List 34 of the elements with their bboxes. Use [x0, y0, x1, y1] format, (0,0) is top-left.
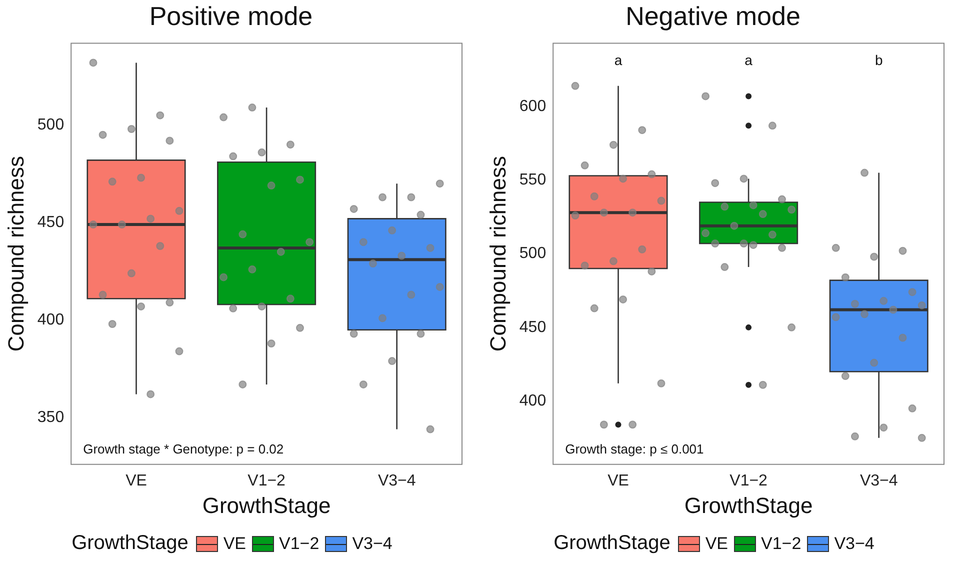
category-label: V3−4 — [352, 534, 392, 552]
y-tick-label: 400 — [519, 392, 546, 410]
chart-title: Negative mode — [626, 0, 800, 31]
category-label: V1−2 — [279, 534, 320, 552]
annotation: Growth stage: p ≤ 0.001 — [565, 441, 704, 456]
category-label: V3−4 — [834, 534, 874, 552]
y-tick-label: 600 — [519, 98, 546, 115]
legend-title: GrowthStage — [72, 532, 188, 555]
category-label: VE — [223, 534, 246, 552]
y-tick-label: 550 — [519, 172, 546, 189]
y-axis-title: Compound richness — [3, 156, 28, 352]
x-tick-label: V3−4 — [860, 472, 898, 490]
y-axis-title: Compound richness — [485, 156, 510, 352]
annotation: a — [614, 52, 622, 68]
x-axis-title: GrowthStage — [202, 492, 331, 518]
legend-title: GrowthStage — [554, 532, 670, 555]
category-label: VE — [705, 534, 728, 552]
y-tick-label: 400 — [37, 312, 64, 329]
annotation: b — [874, 52, 883, 68]
y-tick-label: 450 — [519, 318, 546, 336]
x-tick-label: VE — [126, 472, 147, 490]
category-label: V1−2 — [761, 534, 802, 552]
x-tick-label: V3−4 — [378, 472, 416, 490]
x-tick-label: V1−2 — [730, 472, 768, 490]
annotation: Growth stage * Genotype: p = 0.02 — [83, 441, 284, 456]
y-tick-label: 500 — [37, 116, 64, 134]
annotation: a — [744, 52, 753, 68]
y-tick-label: 350 — [37, 409, 64, 426]
y-tick-label: 450 — [37, 214, 64, 232]
x-tick-label: VE — [608, 472, 629, 490]
chart-title: Positive mode — [149, 0, 313, 31]
y-tick-label: 500 — [519, 245, 546, 262]
x-tick-label: V1−2 — [248, 472, 286, 490]
x-axis-title: GrowthStage — [684, 492, 813, 518]
